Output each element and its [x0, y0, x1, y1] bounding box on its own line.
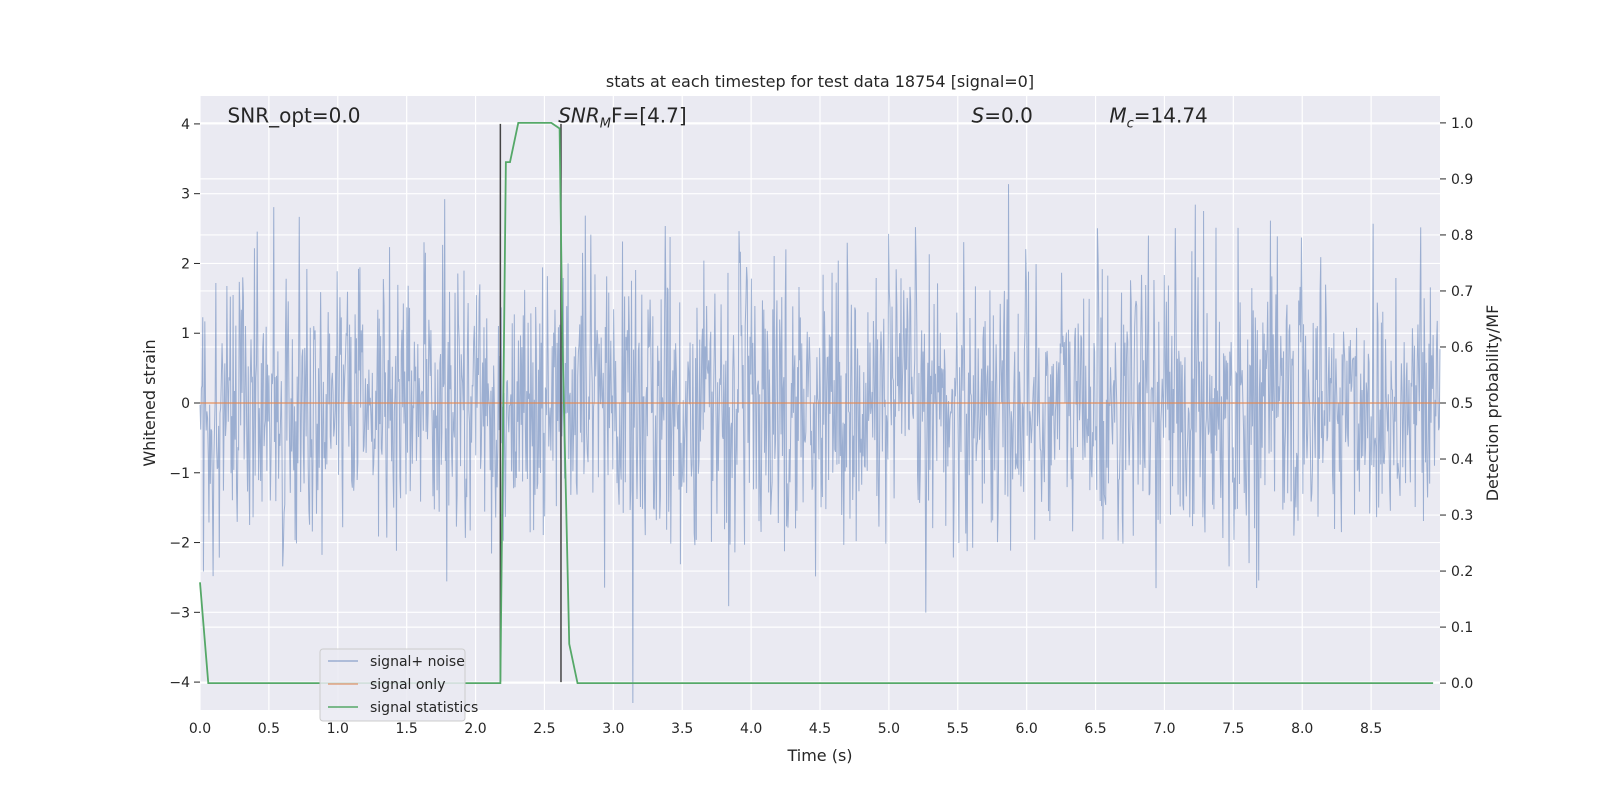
x-tick-label: 2.5: [533, 721, 555, 737]
legend-box: [319, 648, 466, 722]
annotation-subscript: c: [1127, 116, 1134, 131]
y2-axis-label: Detection probability/MF: [1483, 305, 1502, 502]
x-axis-label: Time (s): [786, 746, 852, 765]
y-tick-label: 2: [181, 256, 190, 272]
x-tick-label: 1.5: [396, 721, 418, 737]
x-tick-label: 7.5: [1222, 721, 1244, 737]
x-tick-label: 5.5: [947, 721, 969, 737]
y-tick-label: −3: [169, 605, 190, 621]
x-tick-label: 3.5: [671, 721, 693, 737]
annotation-value: =0.0: [984, 103, 1033, 127]
annotation-symbol: S: [972, 103, 985, 127]
x-tick-label: 0.5: [258, 721, 280, 737]
legend-label-signal-only: signal only: [370, 677, 445, 693]
annotation-symbol: M: [1109, 103, 1126, 127]
x-tick-label: 5.0: [878, 721, 900, 737]
annotation-symbol: SNR: [558, 103, 600, 127]
annotation-mc-value: Mc=14.74: [1109, 103, 1207, 131]
annotation-s-value: S=0.0: [972, 103, 1033, 127]
data-area: [199, 121, 1441, 704]
annotations: SNR_opt=0.0 SNRMF=[4.7] S=0.0 Mc=14.74: [228, 103, 1208, 131]
y-tick-label: 0: [181, 396, 190, 412]
x-axis-ticks: 0.0 0.5 1.0 1.5 2.0 2.5 3.0 3.5 4.0 4.5 5.0 5.5 6.0 6…: [189, 721, 1382, 737]
x-tick-label: 0.0: [189, 721, 211, 737]
y-tick-label: 1: [181, 326, 190, 342]
y-tick-label: 3: [181, 187, 190, 203]
x-tick-label: 4.0: [740, 721, 762, 737]
y-axis-label: Whitened strain: [140, 339, 159, 466]
legend-label-signal-noise: signal+ noise: [370, 654, 465, 670]
y2-tick-label: 0.0: [1451, 676, 1473, 692]
legend-label-signal-statistics: signal statistics: [370, 700, 478, 716]
y2-tick-label: 0.8: [1451, 228, 1473, 244]
y2-tick-label: 0.9: [1451, 172, 1473, 188]
y-tick-label: 4: [181, 117, 190, 133]
y-tick-label: −1: [169, 466, 190, 482]
x-tick-label: 4.5: [809, 721, 831, 737]
y-tick-label: −2: [169, 536, 190, 552]
x-tick-label: 8.0: [1291, 721, 1313, 737]
series-signal-statistics: [199, 121, 1434, 685]
y-axis-ticks: 4 3 2 1 0 −1 −2 −3 −4: [169, 117, 200, 691]
y2-tick-label: 0.1: [1451, 620, 1473, 636]
x-tick-label: 6.5: [1084, 721, 1106, 737]
x-tick-label: 7.0: [1153, 721, 1175, 737]
y2-tick-label: 0.4: [1451, 452, 1473, 468]
y-tick-label: −4: [169, 675, 190, 691]
annotation-value: F=[4.7]: [611, 103, 687, 127]
x-tick-label: 1.0: [327, 721, 349, 737]
y2-tick-label: 0.5: [1451, 396, 1473, 412]
x-tick-label: 3.0: [602, 721, 624, 737]
y2-axis-ticks: 1.0 0.9 0.8 0.7 0.6 0.5 0.4 0.3 0.2 0.1 0.0: [1440, 116, 1473, 692]
x-tick-label: 8.5: [1360, 721, 1382, 737]
y2-tick-label: 0.3: [1451, 508, 1473, 524]
x-tick-label: 2.0: [464, 721, 486, 737]
y2-tick-label: 0.7: [1451, 284, 1473, 300]
series-signal-noise: [199, 184, 1441, 704]
annotation-snr-mf: SNRMF=[4.7]: [558, 103, 686, 131]
y2-tick-label: 0.6: [1451, 340, 1473, 356]
y2-tick-label: 0.2: [1451, 564, 1473, 580]
annotation-snr-opt: SNR_opt=0.0: [228, 103, 361, 127]
annotation-subscript: M: [600, 116, 611, 131]
chart-title: stats at each timestep for test data 187…: [606, 72, 1034, 91]
annotation-value: =14.74: [1134, 103, 1208, 127]
y2-tick-label: 1.0: [1451, 116, 1473, 132]
legend: signal+ noise signal only signal statist…: [319, 648, 478, 722]
x-tick-label: 6.0: [1016, 721, 1038, 737]
